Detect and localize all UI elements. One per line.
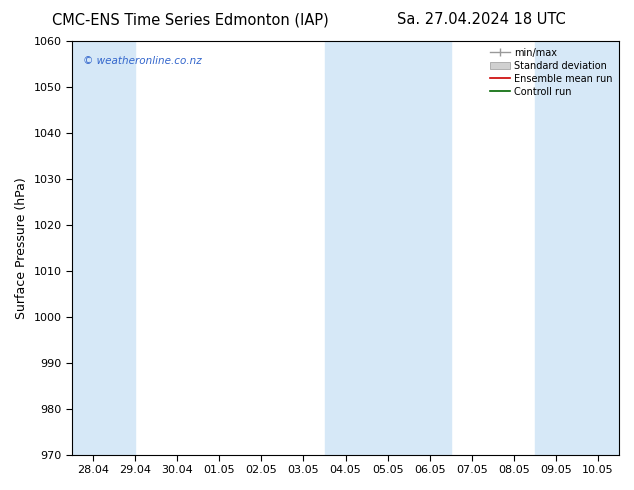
Text: Sa. 27.04.2024 18 UTC: Sa. 27.04.2024 18 UTC <box>398 12 566 27</box>
Bar <box>325 41 451 455</box>
Text: © weatheronline.co.nz: © weatheronline.co.nz <box>83 55 202 66</box>
Y-axis label: Surface Pressure (hPa): Surface Pressure (hPa) <box>15 177 28 318</box>
Legend: min/max, Standard deviation, Ensemble mean run, Controll run: min/max, Standard deviation, Ensemble me… <box>488 46 614 98</box>
Text: CMC-ENS Time Series Edmonton (IAP): CMC-ENS Time Series Edmonton (IAP) <box>52 12 328 27</box>
Bar <box>535 41 634 455</box>
Bar <box>72 41 135 455</box>
